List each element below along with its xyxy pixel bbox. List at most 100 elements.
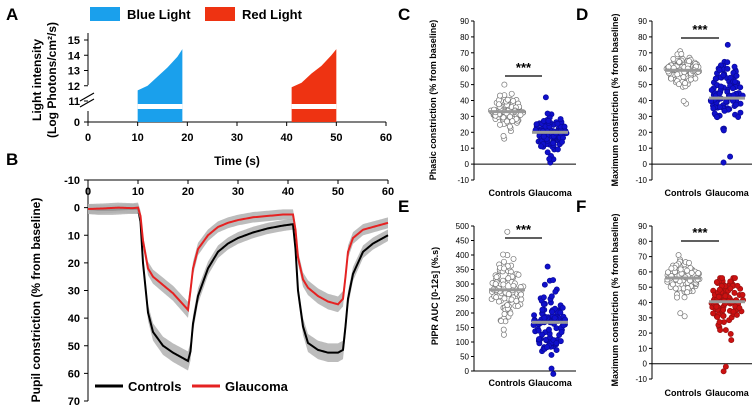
data-point	[681, 313, 688, 320]
data-point	[714, 314, 721, 320]
data-point	[500, 281, 507, 288]
data-point	[665, 269, 671, 276]
panel-f-ytick-label: 70	[638, 253, 647, 262]
panel-a-ytick-label: 15	[68, 35, 80, 47]
panel-b-ytick-label: -10	[64, 175, 80, 187]
data-point	[554, 146, 561, 153]
mean-bar-glaucoma	[709, 300, 745, 304]
data-point	[539, 331, 546, 338]
data-point	[720, 72, 727, 79]
data-point	[498, 318, 505, 324]
data-point	[720, 306, 727, 313]
data-point	[735, 114, 742, 120]
axis-break-gap	[137, 104, 183, 109]
data-point	[500, 258, 507, 265]
sem-band-glaucoma	[88, 202, 388, 318]
panel-e-ytick-label: 200	[456, 309, 470, 318]
significance-label: ***	[516, 222, 532, 237]
dots-glaucoma	[530, 263, 569, 377]
data-point	[669, 281, 676, 288]
series-line-controls	[87, 208, 389, 363]
data-point	[727, 330, 734, 337]
data-point	[505, 275, 512, 282]
significance-label: ***	[692, 225, 708, 240]
panel-d-ytick-label: -10	[635, 176, 647, 185]
data-point	[514, 303, 521, 310]
mean-bar-controls	[665, 276, 701, 280]
panel-f-ytick-label: 80	[638, 237, 647, 246]
panel-a-xtick-label: 30	[231, 132, 243, 144]
panel-c-ytick-label: 90	[460, 17, 469, 26]
data-point	[550, 370, 557, 377]
data-point	[717, 327, 724, 334]
data-point	[501, 311, 508, 317]
data-point	[724, 59, 731, 66]
data-point	[508, 90, 515, 97]
data-point	[668, 75, 675, 82]
data-point	[727, 285, 734, 292]
data-point	[732, 78, 739, 85]
data-point	[715, 293, 722, 300]
data-point	[674, 71, 681, 78]
panel-e-ytick-label: 350	[456, 266, 470, 275]
panel-b-xtick-label: 40	[282, 186, 294, 198]
panel-a-ytick-label: 0	[74, 117, 80, 129]
panel-a-ytick-label: 13	[68, 66, 80, 78]
panel-label-b: B	[6, 150, 18, 169]
data-point	[727, 278, 734, 285]
significance-label: ***	[692, 22, 708, 37]
mean-bar-controls	[489, 288, 525, 292]
data-point	[727, 153, 734, 160]
data-point	[500, 331, 507, 338]
data-point	[722, 363, 729, 370]
panel-b-chart: -10 0 10 20 30 40 50 60 70 0 10 20 30 40 50 60 Pupil con…	[29, 175, 394, 406]
dots-glaucoma	[532, 94, 570, 166]
data-point	[557, 309, 564, 316]
legend-label-glaucoma: Glaucoma	[225, 379, 289, 394]
legend-swatch-red	[205, 7, 235, 21]
data-point	[509, 118, 516, 125]
data-point	[675, 81, 682, 88]
data-point	[686, 58, 693, 65]
data-point	[731, 289, 738, 296]
data-point	[557, 116, 564, 122]
data-point	[504, 96, 511, 103]
light-area-red	[291, 49, 337, 122]
data-point	[548, 351, 555, 358]
panel-a-xtick-label: 10	[132, 132, 144, 144]
data-point	[544, 263, 551, 270]
data-point	[716, 67, 723, 74]
panel-c-ytick-label: 10	[460, 144, 469, 153]
panel-f-ytick-label: 30	[638, 314, 647, 323]
axis-break-icon	[79, 92, 95, 108]
panel-b-ytick-label: 60	[68, 368, 80, 380]
panel-b-ylabel: Pupil constriction (% from baseline)	[29, 198, 43, 403]
data-point	[501, 265, 507, 272]
data-point	[513, 298, 520, 304]
mean-bar-glaucoma	[532, 320, 568, 324]
panel-c-category-label: Glaucoma	[528, 188, 573, 198]
data-point	[533, 121, 540, 128]
mean-bar-controls	[665, 68, 701, 72]
data-point	[722, 293, 729, 299]
panel-d-ytick-label: 0	[643, 160, 648, 169]
data-point	[739, 291, 746, 298]
data-point	[492, 281, 499, 287]
data-point	[501, 295, 508, 302]
panel-b-ytick-label: 40	[68, 313, 80, 325]
legend-label-red: Red Light	[242, 7, 303, 22]
data-point	[729, 85, 736, 92]
data-point	[504, 228, 511, 235]
data-point	[687, 76, 694, 83]
data-point	[553, 340, 560, 346]
panel-e-ytick-label: 400	[456, 251, 470, 260]
panel-d-category-label: Controls	[665, 188, 702, 198]
panel-f-category-label: Controls	[665, 388, 702, 398]
panel-a-ylabel-line1: Light intensity	[30, 39, 44, 121]
data-point	[716, 90, 723, 97]
data-point	[500, 251, 507, 258]
panel-label-f: F	[576, 197, 586, 216]
panel-d-ytick-label: 50	[638, 81, 647, 90]
data-point	[504, 302, 511, 309]
data-point	[497, 92, 503, 99]
